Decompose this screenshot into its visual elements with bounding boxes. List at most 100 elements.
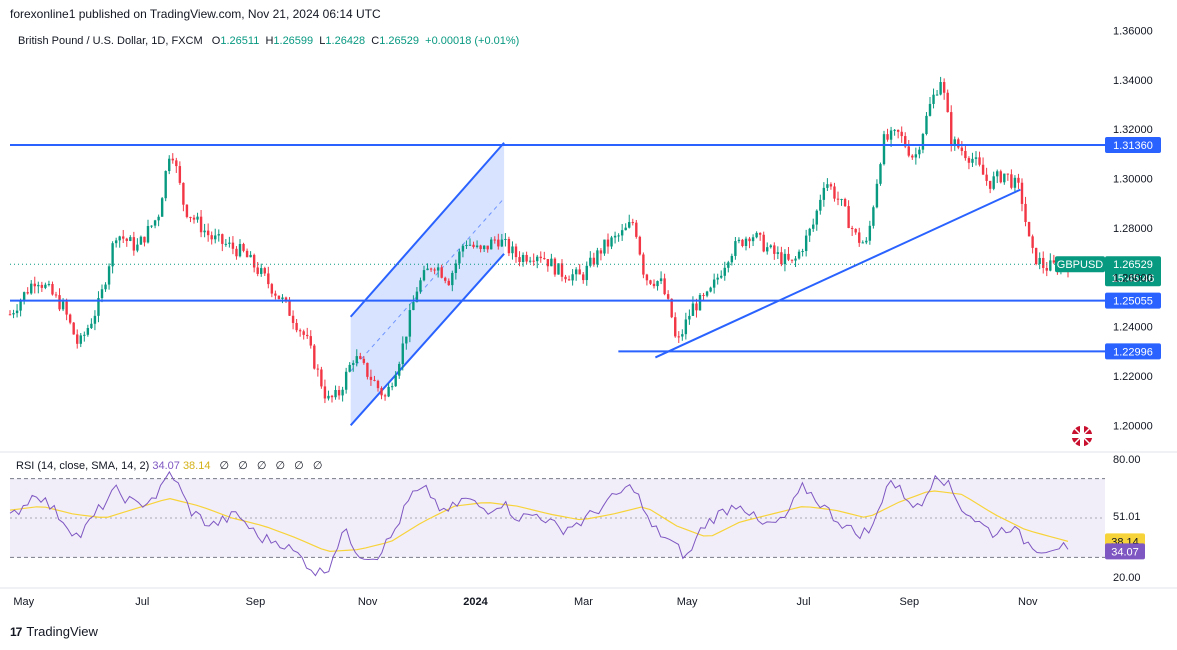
candle-body <box>433 269 436 271</box>
tradingview-logo-icon: 17 <box>10 624 22 639</box>
candle-body <box>528 260 532 262</box>
candle-body <box>493 239 496 241</box>
candle-body <box>468 244 472 246</box>
candle-body <box>518 257 521 262</box>
candle-body <box>164 171 167 199</box>
candle-body <box>277 295 281 300</box>
candle-body <box>313 345 316 369</box>
candle-body <box>1006 173 1010 175</box>
support-trendline[interactable] <box>654 188 1021 359</box>
rsi-line <box>9 470 1069 577</box>
candle-body <box>412 302 415 311</box>
channel-upper-line[interactable] <box>349 142 505 318</box>
candle-body <box>33 283 36 287</box>
candle-body <box>819 199 822 211</box>
hidden-plot-icon[interactable]: ∅ <box>219 460 230 472</box>
candle-body <box>500 239 504 247</box>
candle-body <box>348 364 351 372</box>
candle-body <box>224 243 228 245</box>
candle-body <box>553 258 557 275</box>
candle-body <box>192 217 196 220</box>
candle-body <box>1034 247 1038 265</box>
rsi-axis-tick: 51.01 <box>1113 511 1141 523</box>
time-axis-tick: Sep <box>900 596 920 608</box>
rsi-value-label: 34.07 <box>1111 546 1139 558</box>
low-label: L <box>319 35 326 47</box>
candle-body <box>928 103 932 116</box>
candle-body <box>298 330 302 332</box>
candle-body <box>114 240 118 244</box>
hidden-plot-icon[interactable]: ∅ <box>238 460 248 472</box>
candle-body <box>822 187 826 200</box>
candle-body <box>217 234 220 236</box>
candle-body <box>918 149 921 155</box>
candle-body <box>352 363 355 365</box>
candle-body <box>475 245 479 247</box>
candle-body <box>214 235 217 240</box>
candle-body <box>440 267 443 278</box>
rsi-title[interactable]: RSI (14, close, SMA, 14, 2) <box>16 460 150 472</box>
candle-body <box>196 216 199 220</box>
candle-body <box>344 371 348 390</box>
candle-body <box>189 216 192 218</box>
rsi-band <box>10 478 1105 558</box>
candle-body <box>1038 257 1041 265</box>
candle-body <box>854 228 857 233</box>
candle-body <box>490 239 493 250</box>
candle-body <box>228 242 231 244</box>
candle-body <box>249 254 252 258</box>
candle-body <box>904 136 907 147</box>
candle-body <box>780 252 783 265</box>
candle-body <box>327 395 330 399</box>
candle-body <box>783 253 787 265</box>
candle-body <box>1003 173 1006 183</box>
candle-body <box>472 244 475 247</box>
candle-body <box>454 263 458 273</box>
candle-body <box>306 334 309 337</box>
candle-body <box>44 284 47 288</box>
candle-body <box>720 275 723 278</box>
candle-body <box>681 334 684 337</box>
candle-body <box>964 150 967 159</box>
candle-body <box>610 237 613 247</box>
candle-body <box>939 82 942 95</box>
rsi-axis-tick: 80.00 <box>1113 454 1141 466</box>
symbol-title[interactable]: British Pound / U.S. Dollar, 1D, FXCM <box>18 35 203 47</box>
candle-body <box>12 313 15 315</box>
candle-body <box>666 294 670 299</box>
change-value: +0.00018 (+0.01%) <box>425 35 520 47</box>
candle-body <box>182 182 185 205</box>
candle-body <box>642 254 645 275</box>
hidden-plot-icon[interactable]: ∅ <box>256 460 267 472</box>
candle-body <box>458 251 461 264</box>
channel-lower-line[interactable] <box>349 253 505 426</box>
hidden-plot-icon[interactable]: ∅ <box>275 460 286 472</box>
open-value: 1.26511 <box>220 35 260 47</box>
candle-body <box>408 310 412 337</box>
candle-body <box>960 147 964 151</box>
candle-body <box>670 298 673 318</box>
candle-body <box>97 298 100 316</box>
rsi-sma-legend-value: 38.14 <box>182 460 211 472</box>
candle-body <box>727 262 730 268</box>
candle-body <box>886 134 889 140</box>
candle-body <box>872 207 875 226</box>
price-axis-tick: 1.26000 <box>1113 272 1153 284</box>
candle-body <box>320 369 323 387</box>
candle-body <box>914 154 918 158</box>
hidden-plot-icon[interactable]: ∅ <box>312 460 323 472</box>
candle-body <box>260 268 263 274</box>
candle-body <box>76 334 79 344</box>
candle-body <box>716 277 719 280</box>
candle-body <box>649 280 652 284</box>
candle-body <box>896 129 900 132</box>
candle-body <box>557 263 560 275</box>
candle-body <box>54 294 58 296</box>
time-axis-tick: May <box>13 596 34 608</box>
hidden-plot-icon[interactable]: ∅ <box>294 460 304 472</box>
candle-body <box>592 257 596 265</box>
candle-body <box>567 279 571 281</box>
candle-body <box>72 322 75 335</box>
candle-body <box>394 375 397 387</box>
